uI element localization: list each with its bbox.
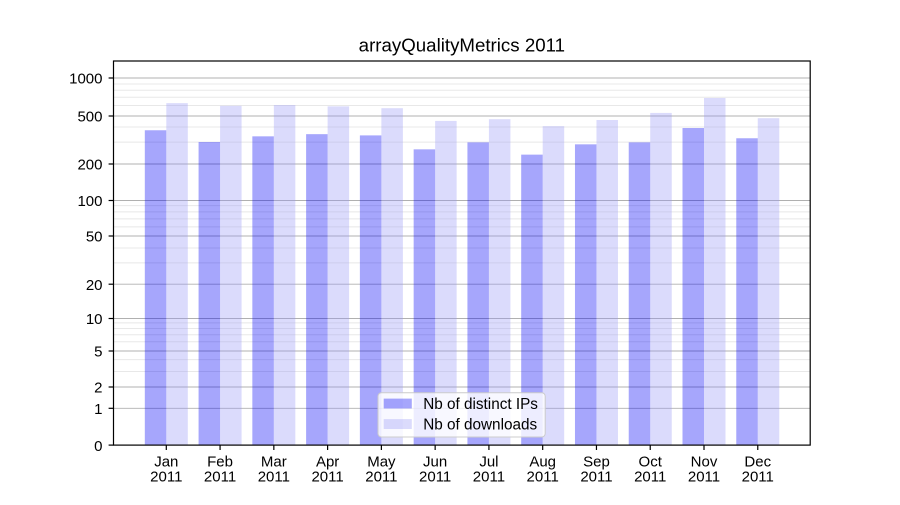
svg-text:Sep: Sep: [583, 453, 610, 470]
svg-text:May: May: [367, 453, 396, 470]
svg-text:2011: 2011: [365, 469, 397, 486]
svg-text:2: 2: [94, 380, 102, 397]
svg-text:Dec: Dec: [744, 453, 771, 470]
svg-text:Mar: Mar: [261, 453, 287, 470]
svg-text:2011: 2011: [204, 469, 236, 486]
svg-text:Jun: Jun: [423, 453, 447, 470]
svg-text:1: 1: [94, 401, 102, 418]
svg-text:50: 50: [86, 229, 103, 246]
svg-text:Nb of distinct IPs: Nb of distinct IPs: [423, 396, 538, 413]
svg-text:Jan: Jan: [154, 453, 178, 470]
svg-text:2011: 2011: [634, 469, 666, 486]
svg-text:Nov: Nov: [691, 453, 718, 470]
svg-text:20: 20: [86, 277, 103, 294]
svg-text:2011: 2011: [580, 469, 612, 486]
svg-text:2011: 2011: [473, 469, 505, 486]
svg-text:100: 100: [77, 193, 102, 210]
svg-text:Jul: Jul: [479, 453, 498, 470]
svg-text:0: 0: [94, 438, 102, 455]
svg-text:2011: 2011: [419, 469, 451, 486]
svg-text:2011: 2011: [258, 469, 290, 486]
svg-text:2011: 2011: [311, 469, 343, 486]
svg-text:Oct: Oct: [639, 453, 663, 470]
svg-text:Nb of downloads: Nb of downloads: [423, 416, 537, 433]
svg-text:2011: 2011: [742, 469, 774, 486]
svg-text:500: 500: [77, 109, 102, 126]
svg-text:2011: 2011: [150, 469, 182, 486]
svg-text:Feb: Feb: [207, 453, 233, 470]
svg-text:1000: 1000: [69, 71, 102, 88]
svg-text:arrayQualityMetrics 2011: arrayQualityMetrics 2011: [359, 35, 565, 56]
svg-text:200: 200: [77, 157, 102, 174]
svg-text:Aug: Aug: [529, 453, 556, 470]
svg-text:2011: 2011: [527, 469, 559, 486]
svg-text:2011: 2011: [688, 469, 720, 486]
svg-text:10: 10: [86, 311, 103, 328]
svg-text:Apr: Apr: [316, 453, 339, 470]
svg-text:5: 5: [94, 344, 102, 361]
